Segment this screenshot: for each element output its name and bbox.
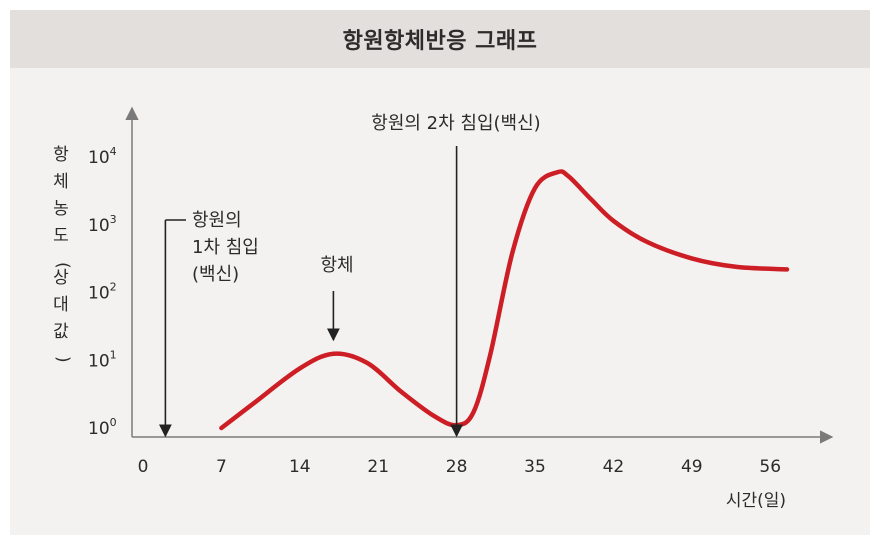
x-tick-label: 35 xyxy=(524,457,546,477)
x-tick-label: 42 xyxy=(603,457,625,477)
antibody-label: 항체 xyxy=(320,255,353,276)
x-tick-label: 49 xyxy=(681,457,703,477)
x-axis-label: 시간(일) xyxy=(726,491,786,511)
chart-title: 항원항체반응 그래프 xyxy=(342,29,538,54)
second-exposure-label: 항원의 2차 침입(백신) xyxy=(371,113,540,134)
annotation-second-exposure: 항원의 2차 침입(백신) xyxy=(371,113,541,438)
x-tick-labels: 0 7 14 21 28 35 42 49 56 xyxy=(138,457,781,477)
annotation-antibody: 항체 xyxy=(320,255,354,342)
y-tick-labels: 100 101 102 103 104 xyxy=(88,145,117,439)
x-tick-label: 7 xyxy=(216,457,227,477)
annotation-first-exposure: 항원의 1차 침입 (백신) xyxy=(158,210,259,438)
y-tick-label: 101 xyxy=(88,348,117,371)
y-tick-label: 103 xyxy=(88,213,117,236)
y-axis-label: 항 체 농 도(상 대 값) xyxy=(53,145,73,363)
title-bar: 항원항체반응 그래프 xyxy=(10,10,870,68)
y-tick-label: 102 xyxy=(88,281,117,304)
x-tick-label: 28 xyxy=(446,457,468,477)
first-exposure-label-line-1: 항원의 xyxy=(192,210,242,231)
antibody-curve-line xyxy=(219,169,790,431)
first-exposure-label-line-2: 1차 침입 xyxy=(192,237,259,258)
y-tick-label: 104 xyxy=(88,145,117,168)
x-tick-label: 0 xyxy=(138,457,149,477)
x-tick-label: 21 xyxy=(367,457,389,477)
y-tick-label: 100 xyxy=(88,416,117,439)
x-tick-label: 14 xyxy=(289,457,311,477)
first-exposure-label-line-3: (백신) xyxy=(192,264,239,285)
chart-card: 항원항체반응 그래프 xyxy=(10,10,870,535)
x-tick-label: 56 xyxy=(759,457,781,477)
